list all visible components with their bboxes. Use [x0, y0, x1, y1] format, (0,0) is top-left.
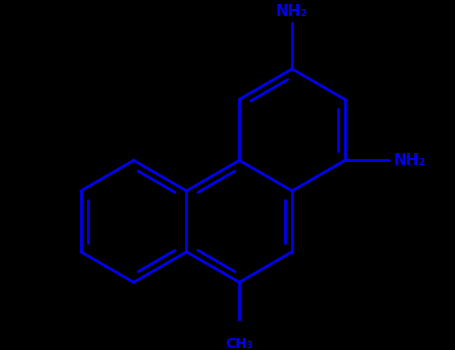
Text: NH₂: NH₂	[394, 153, 425, 168]
Text: CH₃: CH₃	[225, 337, 253, 350]
Text: NH₂: NH₂	[276, 4, 308, 19]
